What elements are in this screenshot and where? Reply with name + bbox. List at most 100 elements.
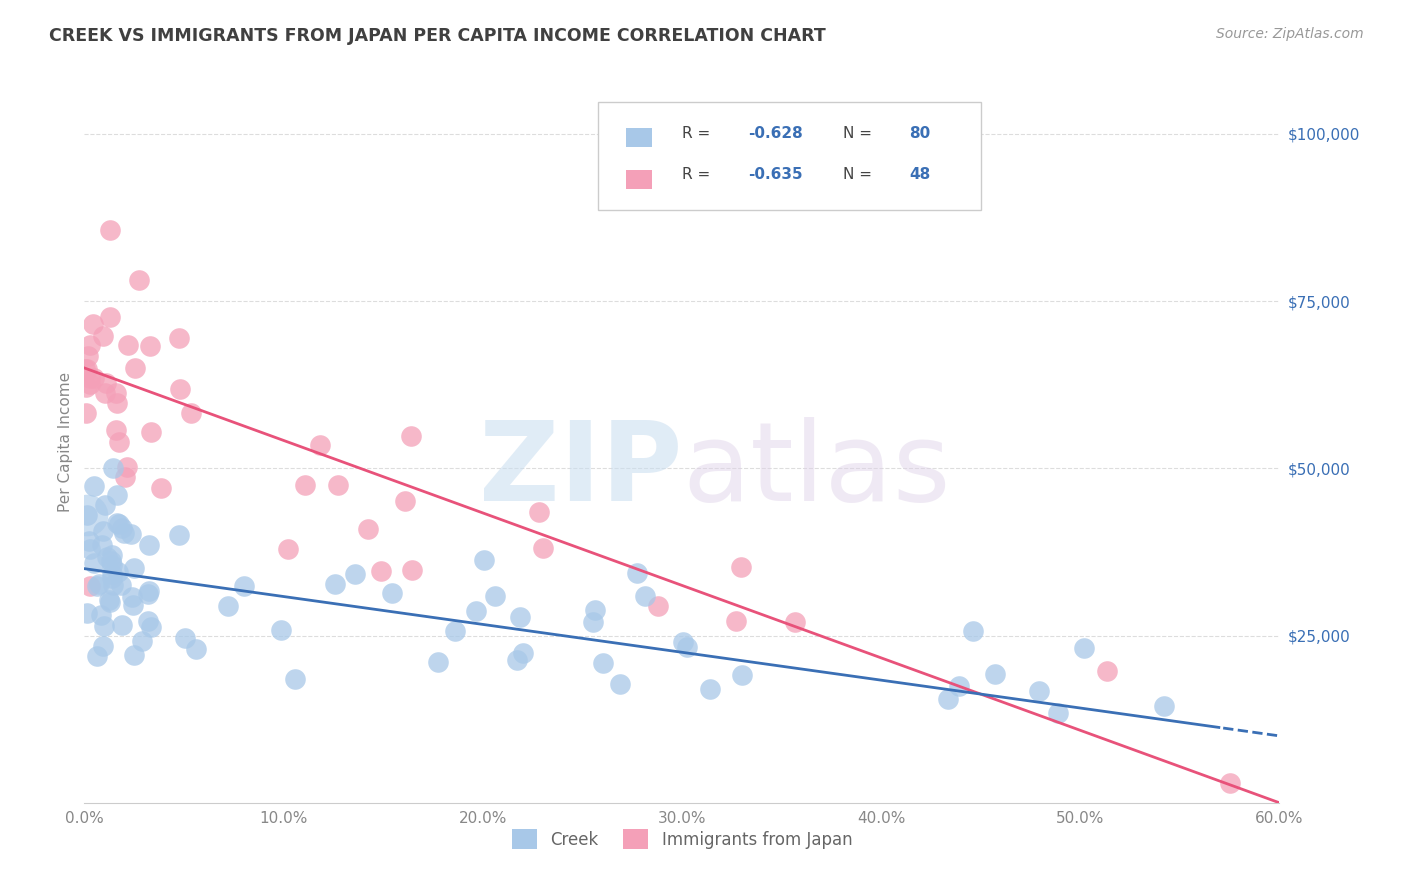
Point: [96, 549, 118, 564]
Point: [79, 542, 101, 557]
Point: [82, 317, 104, 331]
Point: [634, 589, 657, 603]
Point: [105, 396, 128, 410]
Point: [87, 577, 110, 591]
Point: [90, 538, 112, 552]
Point: [75, 361, 97, 376]
Point: [233, 579, 256, 593]
Point: [167, 527, 190, 541]
Point: [527, 505, 550, 519]
Point: [582, 615, 605, 629]
Point: [91, 639, 114, 653]
Point: [948, 679, 970, 693]
Point: [79, 377, 101, 392]
Point: [277, 542, 299, 557]
Point: [731, 668, 754, 682]
Point: [173, 631, 195, 645]
Point: [76, 606, 98, 620]
Text: atlas: atlas: [682, 417, 950, 524]
Point: [111, 617, 134, 632]
Point: [115, 460, 138, 475]
Point: [1097, 664, 1119, 678]
Y-axis label: Per Capita Income: Per Capita Income: [58, 371, 73, 512]
Point: [98, 592, 121, 607]
Point: [294, 478, 316, 492]
Point: [101, 461, 124, 475]
Point: [484, 589, 506, 603]
Point: [101, 549, 124, 563]
Point: [75, 380, 97, 394]
Point: [79, 338, 101, 352]
Point: [105, 487, 128, 501]
Point: [284, 673, 307, 687]
Point: [98, 223, 121, 237]
Point: [101, 566, 124, 581]
Point: [122, 598, 145, 612]
Point: [169, 383, 191, 397]
Point: [93, 619, 115, 633]
Point: [983, 666, 1005, 681]
Point: [83, 479, 105, 493]
Point: [962, 624, 984, 638]
Point: [381, 585, 404, 599]
Point: [128, 273, 150, 287]
Text: Source: ZipAtlas.com: Source: ZipAtlas.com: [1216, 27, 1364, 41]
Point: [531, 541, 554, 555]
Point: [399, 429, 422, 443]
Point: [98, 594, 121, 608]
Point: [76, 508, 98, 523]
Point: [512, 646, 534, 660]
Point: [444, 624, 467, 639]
Text: -0.635: -0.635: [748, 167, 803, 182]
Point: [101, 558, 124, 573]
Point: [1028, 684, 1050, 698]
Point: [138, 584, 160, 599]
Point: [138, 538, 160, 552]
Point: [464, 603, 486, 617]
Point: [357, 522, 380, 536]
Point: [647, 599, 669, 613]
Point: [76, 508, 98, 523]
Point: [111, 521, 134, 535]
Text: R =: R =: [682, 126, 716, 141]
Point: [139, 620, 162, 634]
Text: -0.628: -0.628: [748, 126, 803, 141]
Point: [1153, 699, 1175, 714]
Point: [509, 609, 531, 624]
Point: [110, 578, 132, 592]
Point: [699, 682, 721, 697]
Point: [1073, 640, 1095, 655]
Point: [785, 615, 807, 629]
Point: [217, 599, 239, 613]
Point: [167, 331, 190, 345]
Point: [672, 635, 695, 649]
Point: [86, 648, 108, 663]
Point: [270, 623, 292, 637]
FancyBboxPatch shape: [626, 169, 652, 189]
Point: [401, 563, 423, 577]
Point: [122, 648, 145, 662]
Point: [936, 692, 959, 706]
Point: [180, 406, 202, 420]
Point: [114, 470, 136, 484]
Text: N =: N =: [844, 126, 877, 141]
Point: [328, 477, 350, 491]
Point: [370, 564, 392, 578]
Point: [149, 481, 172, 495]
Point: [343, 566, 366, 581]
Point: [139, 339, 162, 353]
Point: [139, 425, 162, 439]
Point: [184, 641, 207, 656]
Point: [98, 310, 121, 325]
Point: [472, 553, 495, 567]
Point: [730, 560, 752, 574]
Point: [117, 338, 139, 352]
Point: [83, 370, 105, 384]
Point: [124, 561, 146, 575]
Point: [592, 657, 614, 671]
Point: [325, 576, 347, 591]
Point: [101, 578, 124, 592]
Point: [124, 360, 146, 375]
Point: [96, 376, 118, 391]
Point: [1219, 776, 1241, 790]
